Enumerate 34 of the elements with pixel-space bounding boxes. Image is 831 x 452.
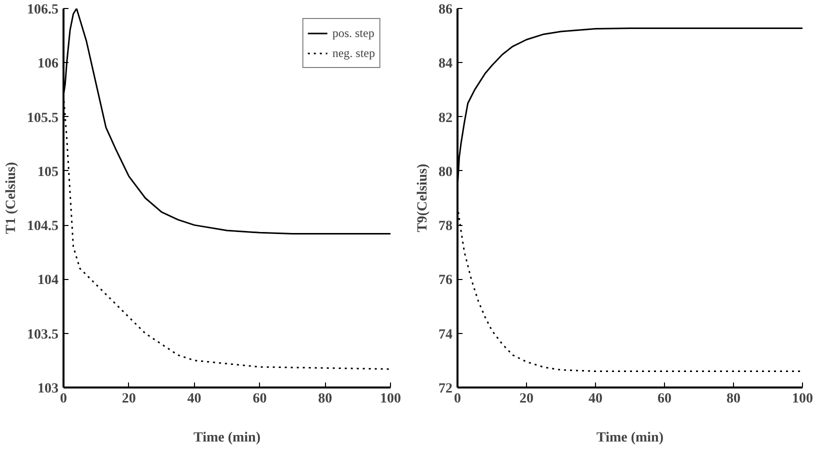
y-tick-label: 103.5 xyxy=(27,327,58,342)
legend-label: pos. step xyxy=(332,26,374,40)
y-tick-label: 105 xyxy=(38,164,58,180)
x-tick-label: 100 xyxy=(380,392,401,406)
x-tick-label: 80 xyxy=(726,392,740,406)
y-tick-label: 104.5 xyxy=(27,219,58,234)
y-tick-label: 84 xyxy=(438,56,452,72)
y-tick-label: 106.5 xyxy=(27,2,58,18)
legend-label: neg. step xyxy=(332,46,375,60)
x-tick-label: 20 xyxy=(520,392,534,406)
x-tick-label: 0 xyxy=(60,392,67,406)
x-tick-label: 0 xyxy=(454,392,461,406)
x-tick-label: 80 xyxy=(318,392,332,406)
x-tick-label: 40 xyxy=(588,392,602,406)
y-tick-label: 78 xyxy=(438,219,452,234)
y-tick-label: 106 xyxy=(38,56,58,72)
y-tick-label: 105.5 xyxy=(27,110,58,126)
y-tick-label: 103 xyxy=(38,382,58,396)
x-axis-title: Time (min) xyxy=(596,430,664,446)
y-tick-label: 82 xyxy=(438,110,452,126)
x-tick-label: 100 xyxy=(792,392,813,406)
x-tick-label: 60 xyxy=(658,392,672,406)
x-tick-label: 40 xyxy=(187,392,202,406)
y-axis-title: T9(Celsius) xyxy=(416,163,430,232)
y-tick-label: 76 xyxy=(438,273,452,288)
x-axis-title: Time (min) xyxy=(193,430,261,446)
y-axis-title: T1 (Celsius) xyxy=(4,162,19,234)
y-tick-label: 74 xyxy=(438,327,452,342)
x-tick-label: 60 xyxy=(252,392,267,406)
y-tick-label: 80 xyxy=(438,164,452,180)
x-tick-label: 20 xyxy=(122,392,136,406)
y-tick-label: 104 xyxy=(38,273,58,288)
y-tick-label: 86 xyxy=(438,2,452,18)
y-tick-label: 72 xyxy=(438,382,452,396)
